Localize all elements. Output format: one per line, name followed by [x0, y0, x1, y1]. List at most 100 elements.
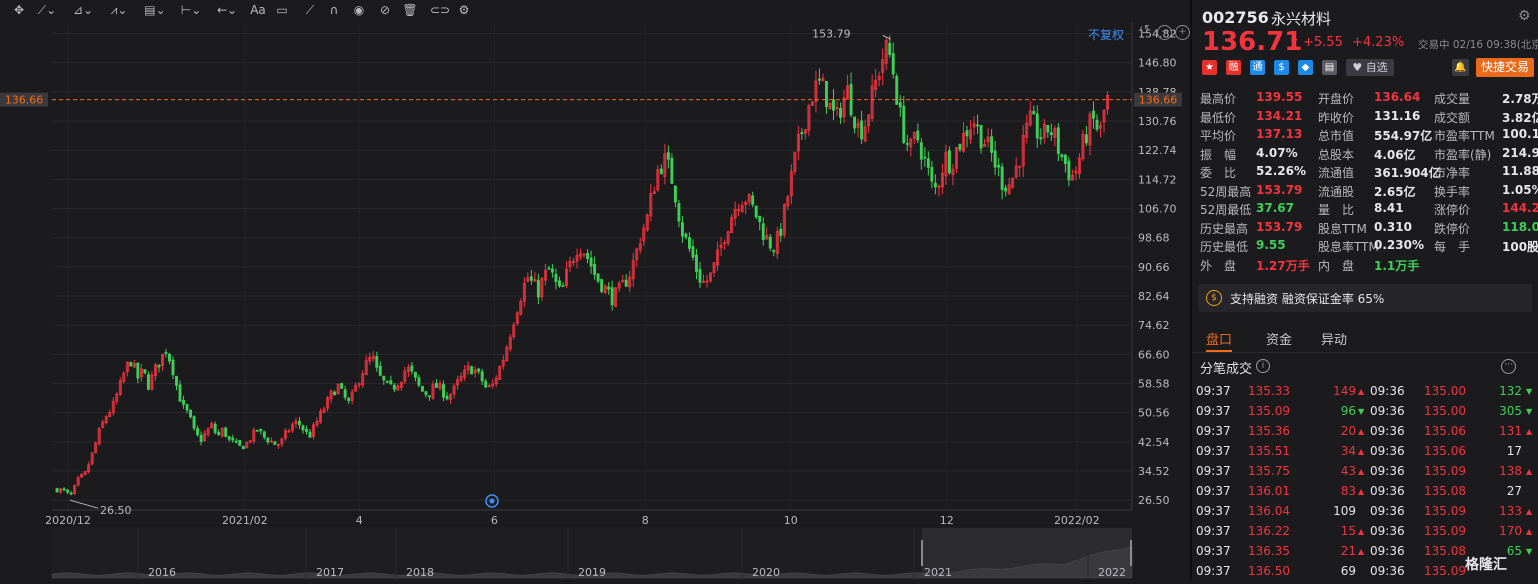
candle-body	[853, 116, 857, 129]
candle-body	[420, 385, 424, 392]
tab-yidong[interactable]: 异动	[1321, 333, 1348, 348]
candle-body	[828, 102, 832, 110]
margin-info[interactable]: $ 支持融资 融资保证金率 65%	[1198, 284, 1532, 312]
candle-body	[378, 365, 382, 376]
tab-zijin[interactable]: 资金	[1266, 333, 1293, 348]
doc-icon[interactable]: ▤	[1322, 60, 1337, 75]
info-icon[interactable]: i	[1256, 359, 1270, 373]
candle-body	[1077, 157, 1081, 175]
candle-body	[175, 375, 178, 386]
candle-body	[642, 227, 646, 242]
candle-body	[111, 400, 115, 413]
candle-body	[617, 282, 621, 289]
text-tool-icon[interactable]: Aa	[250, 3, 266, 17]
candle-body	[709, 272, 712, 281]
candle-body	[59, 488, 63, 493]
candle-body	[596, 273, 600, 282]
tab-pankou[interactable]: 盘口	[1206, 333, 1233, 348]
candle-body	[1014, 165, 1018, 178]
candle-body	[983, 144, 987, 148]
pencil-tool-icon[interactable]: ⊿⌄	[72, 3, 94, 17]
eye-off-icon[interactable]: ⊘	[379, 3, 391, 17]
candle-body	[582, 253, 586, 256]
zoom-out-icon[interactable]: −	[1157, 25, 1172, 40]
measure-icon[interactable]: ⊢⌄	[180, 3, 202, 17]
comment-icon[interactable]: ▭	[276, 3, 288, 17]
candle-body	[733, 208, 737, 219]
magnet-icon[interactable]: ∩	[329, 3, 339, 17]
undo-icon[interactable]: ↺	[1139, 23, 1150, 38]
candle-body	[248, 440, 252, 443]
watchlist-button[interactable]: ♥ 自选	[1346, 59, 1394, 76]
link-icon[interactable]: ⊂⊃	[430, 3, 451, 17]
cn-flag-icon[interactable]: ★	[1202, 60, 1217, 75]
panel-separator[interactable]	[1190, 0, 1192, 580]
stat-1-2: 成交额 3.82亿	[1434, 109, 1538, 126]
arrow-tool-icon[interactable]: ←⌄	[216, 3, 238, 17]
stat-label: 市净率	[1434, 166, 1471, 180]
stat-label: 开盘价	[1318, 92, 1355, 106]
candle-body	[382, 375, 386, 381]
candle-body	[916, 130, 920, 141]
current-price-label-left: 136.66	[5, 94, 44, 107]
tick-up-icon: ▲	[1526, 427, 1533, 436]
tag-icon[interactable]: ◆	[1298, 60, 1313, 75]
y-tick-label: 98.68	[1138, 232, 1170, 245]
candle-body	[919, 142, 923, 160]
candle-body	[529, 276, 533, 281]
candle-body	[515, 312, 519, 324]
eye-icon[interactable]: ◉	[353, 3, 365, 17]
candle-body	[607, 286, 611, 290]
candle-body	[740, 204, 744, 213]
tick-price: 135.08	[1424, 544, 1466, 558]
stat-value: 11.887	[1502, 164, 1538, 178]
settings-icon[interactable]: ⚙	[1518, 8, 1531, 24]
kline-chart[interactable]: 154.82 146.80 138.78 130.76 122.74 114.72 106.…	[0, 0, 1190, 580]
gear-icon[interactable]: ⚙	[458, 3, 470, 17]
candle-body	[160, 353, 164, 366]
stat-8-0: 历史最低 9.55	[1200, 238, 1286, 255]
wave-tool-icon[interactable]: ⩘⌄	[110, 3, 128, 17]
candle-body	[487, 385, 491, 388]
candle-body	[1102, 109, 1106, 123]
candle-body	[315, 420, 319, 426]
candle-body	[76, 477, 80, 486]
margin-icon[interactable]: 融	[1226, 60, 1241, 75]
candle-body	[543, 270, 547, 281]
kline-svg[interactable]: 154.82146.80138.78130.76122.74114.72106.…	[0, 0, 1190, 580]
candle-body	[238, 440, 242, 446]
more-icon[interactable]: ···	[1501, 359, 1516, 374]
crosshair-icon[interactable]: ✥	[13, 3, 25, 17]
hk-connect-icon[interactable]: 通	[1250, 60, 1265, 75]
dollar-icon[interactable]: $	[1274, 60, 1289, 75]
heart-icon: ♥	[1352, 61, 1363, 74]
quick-trade-button[interactable]: 快捷交易	[1476, 58, 1534, 77]
candle-body	[603, 285, 607, 294]
trash-icon[interactable]: 🗑	[402, 3, 418, 17]
tick-time: 09:37	[1196, 524, 1231, 538]
candle-body	[765, 235, 769, 240]
candle-body	[631, 260, 635, 280]
event-marker-icon[interactable]	[485, 494, 499, 508]
brush-icon[interactable]: ⟋	[305, 3, 315, 17]
candle-body	[354, 385, 358, 392]
candle-body	[255, 429, 259, 432]
candle-body	[691, 246, 695, 258]
zoom-in-icon[interactable]: +	[1175, 25, 1190, 40]
candle-body	[1025, 122, 1029, 138]
tick-up-icon: ▲	[1358, 447, 1365, 456]
candle-body	[962, 132, 965, 152]
candle-body	[888, 43, 892, 55]
candle-body	[1074, 170, 1078, 174]
trend-line-icon[interactable]: ⟋⌄	[37, 3, 57, 17]
fib-tool-icon[interactable]: ▤⌄	[144, 3, 166, 17]
fq-toggle[interactable]: 不复权	[1088, 28, 1125, 42]
alert-bell-icon[interactable]: 🔔	[1452, 59, 1469, 76]
candle-body	[659, 168, 663, 174]
candle-body	[670, 157, 674, 184]
y-tick-label: 122.74	[1138, 144, 1177, 157]
navigator-year-label: 2022	[1098, 566, 1126, 579]
candle-body	[519, 301, 523, 315]
candle-body	[1056, 127, 1060, 155]
candle-body	[944, 151, 948, 177]
